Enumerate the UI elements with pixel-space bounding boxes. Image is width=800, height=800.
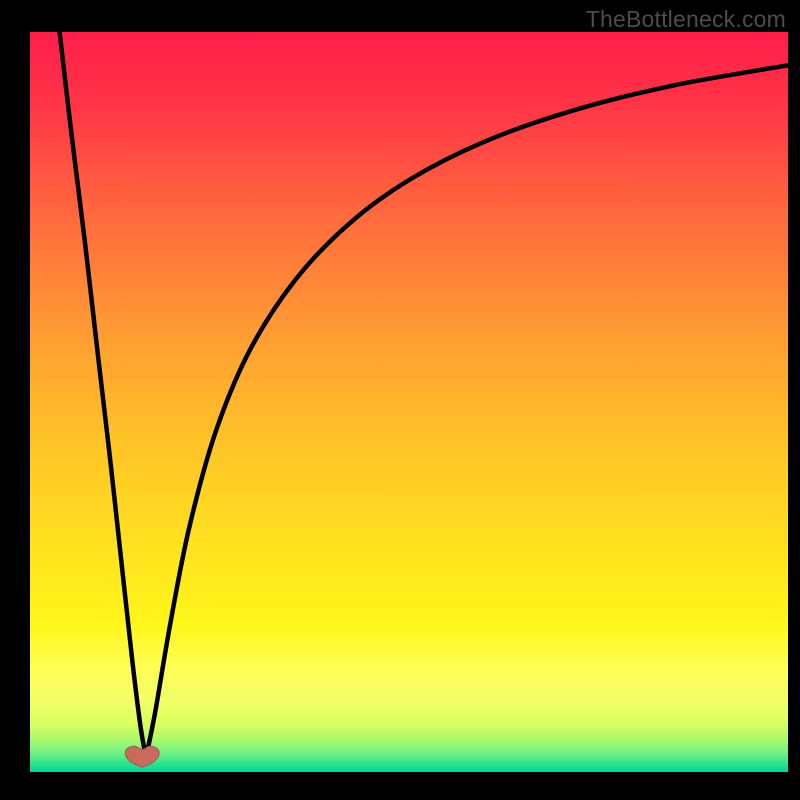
bottleneck-chart xyxy=(0,0,800,800)
chart-root: TheBottleneck.com xyxy=(0,0,800,800)
chart-background xyxy=(30,32,788,772)
